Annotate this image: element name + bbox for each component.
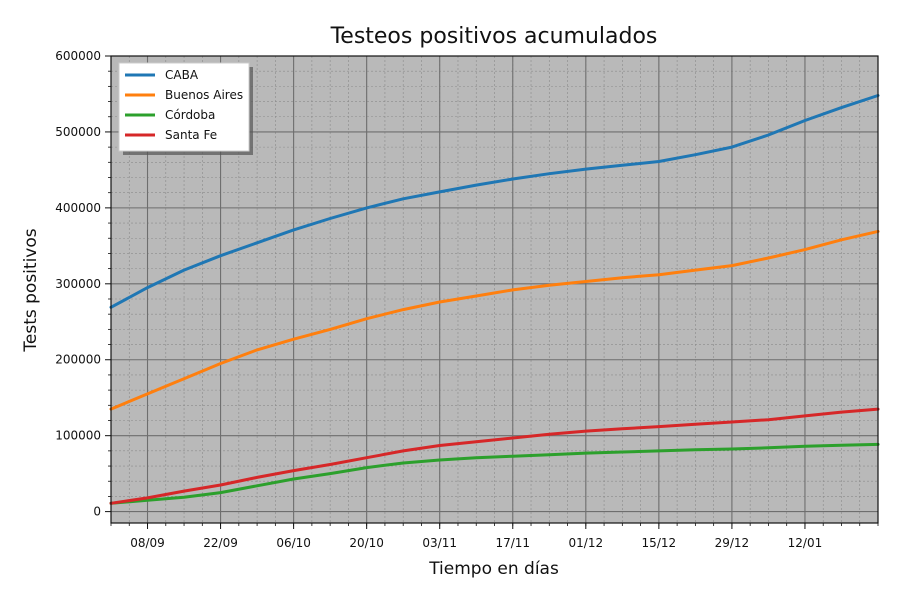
chart-title: Testeos positivos acumulados — [330, 24, 658, 49]
y-tick-label: 400000 — [55, 201, 101, 215]
x-tick-label: 22/09 — [203, 536, 238, 550]
x-tick-label: 06/10 — [276, 536, 311, 550]
series-layer — [109, 94, 880, 505]
legend-label-0: CABA — [165, 68, 199, 82]
series-line-1 — [109, 229, 880, 411]
y-tick-label: 200000 — [55, 353, 101, 367]
series-line-3 — [109, 407, 880, 505]
y-tick-label: 500000 — [55, 125, 101, 139]
x-tick-label: 03/11 — [422, 536, 457, 550]
x-tick-label: 12/01 — [788, 536, 823, 550]
x-tick-label: 20/10 — [349, 536, 384, 550]
y-tick-label: 100000 — [55, 429, 101, 443]
y-axis-label: Tests positivos — [21, 228, 41, 352]
legend-label-2: Córdoba — [165, 108, 215, 122]
legend-label-3: Santa Fe — [165, 128, 217, 142]
axes: 0 100000 200000 300000 400000 500000 600000 08/… — [55, 49, 879, 550]
x-tick-label: 17/11 — [495, 536, 530, 550]
legend-label-1: Buenos Aires — [165, 88, 243, 102]
series-line-2 — [109, 442, 880, 505]
x-tick-label: 08/09 — [130, 536, 165, 550]
x-tick-label: 29/12 — [715, 536, 750, 550]
y-tick-label: 0 — [93, 505, 101, 519]
y-tick-label: 300000 — [55, 277, 101, 291]
x-tick-label: 01/12 — [569, 536, 604, 550]
x-axis-label: Tiempo en días — [428, 559, 559, 579]
legend: CABA Buenos Aires Córdoba Santa Fe — [118, 62, 253, 155]
series-line-0 — [109, 94, 880, 309]
y-tick-label: 600000 — [55, 49, 101, 63]
x-tick-label: 15/12 — [642, 536, 677, 550]
